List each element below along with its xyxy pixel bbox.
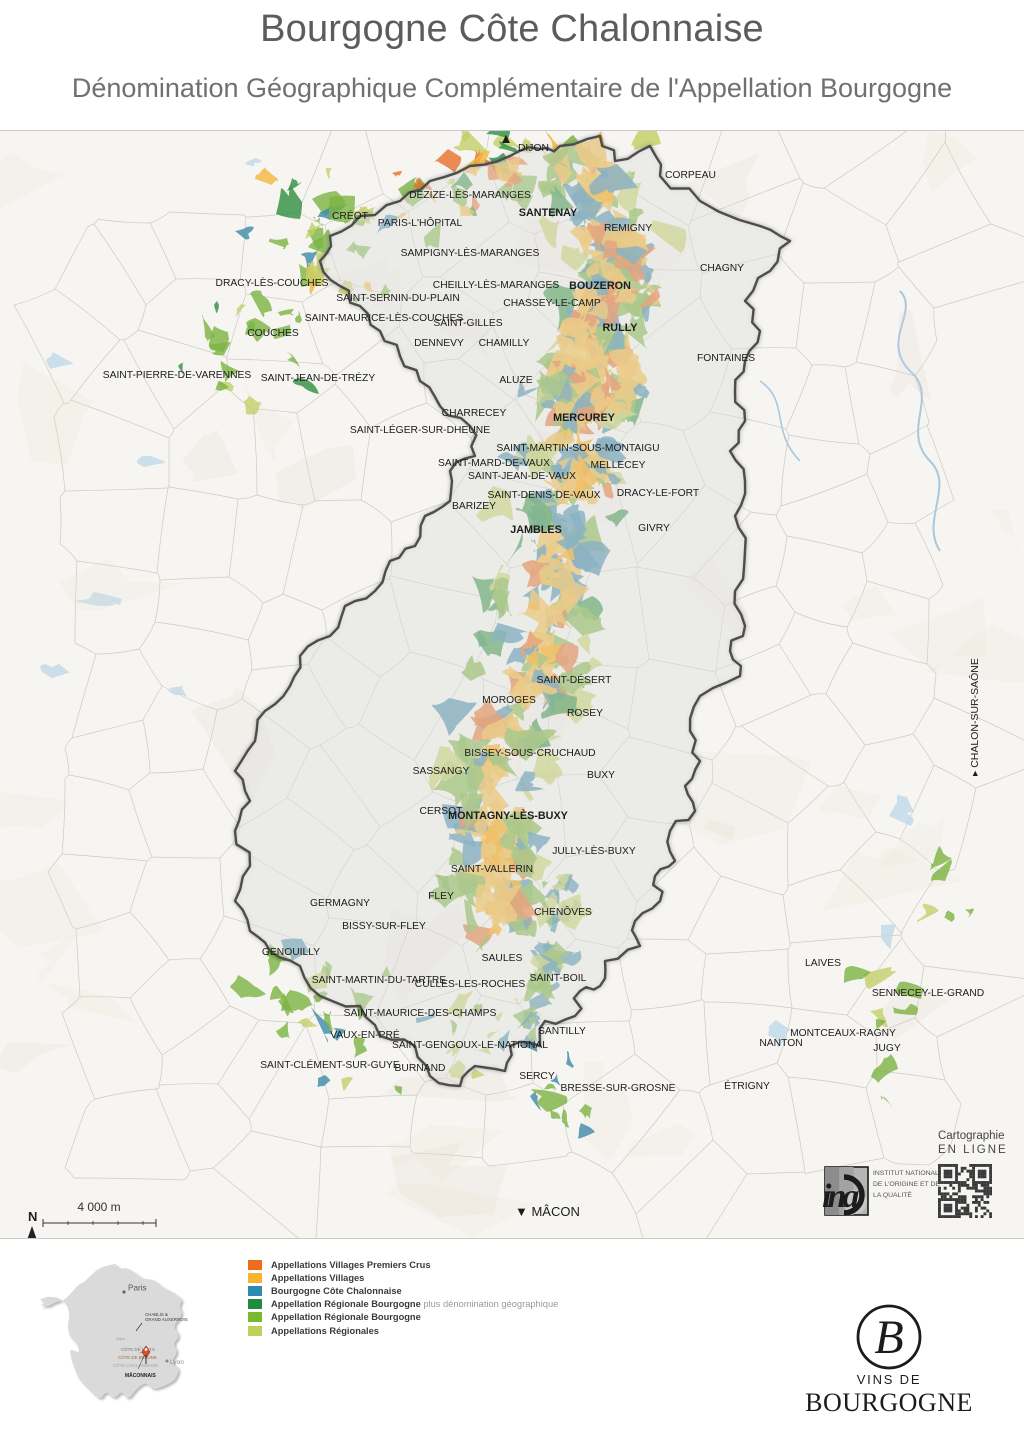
svg-text:JUGY: JUGY — [873, 1043, 901, 1054]
svg-text:CÔTE DE NUITS: CÔTE DE NUITS — [121, 1347, 155, 1352]
svg-text:NANTON: NANTON — [759, 1038, 802, 1049]
svg-text:MERCUREY: MERCUREY — [553, 412, 616, 424]
svg-text:MONTCEAUX-RAGNY: MONTCEAUX-RAGNY — [790, 1028, 896, 1039]
svg-text:DE L'ORIGINE ET DE: DE L'ORIGINE ET DE — [873, 1181, 940, 1188]
svg-text:SAINT-MAURICE-DES-CHAMPS: SAINT-MAURICE-DES-CHAMPS — [344, 1008, 497, 1019]
svg-text:CULLES-LES-ROCHES: CULLES-LES-ROCHES — [415, 979, 526, 990]
svg-text:CHEILLY-LÈS-MARANGES: CHEILLY-LÈS-MARANGES — [433, 278, 560, 291]
svg-text:BOURGOGNE: BOURGOGNE — [805, 1388, 973, 1417]
svg-text:BUXY: BUXY — [587, 770, 615, 781]
svg-text:PARIS-L'HÔPITAL: PARIS-L'HÔPITAL — [378, 216, 463, 229]
svg-text:BISSY-SUR-FLEY: BISSY-SUR-FLEY — [342, 921, 426, 932]
svg-text:SAINT-JEAN-DE-TRÉZY: SAINT-JEAN-DE-TRÉZY — [261, 371, 376, 384]
svg-text:MELLECEY: MELLECEY — [591, 460, 646, 471]
svg-text:SAULES: SAULES — [482, 953, 523, 964]
svg-text:CÔTE DE BEAUNE: CÔTE DE BEAUNE — [118, 1355, 157, 1360]
svg-text:DEZIZE-LÈS-MARANGES: DEZIZE-LÈS-MARANGES — [409, 188, 531, 201]
svg-text:DENNEVY: DENNEVY — [414, 338, 464, 349]
svg-text:SAINT-GENGOUX-LE-NATIONAL: SAINT-GENGOUX-LE-NATIONAL — [392, 1040, 548, 1051]
svg-text:FONTAINES: FONTAINES — [697, 353, 755, 364]
svg-text:CORPEAU: CORPEAU — [665, 170, 716, 181]
svg-text:GIVRY: GIVRY — [638, 523, 670, 534]
svg-text:SERCY: SERCY — [519, 1071, 555, 1082]
svg-text:Paris: Paris — [128, 1284, 147, 1293]
svg-text:FLEY: FLEY — [428, 891, 454, 902]
svg-text:BISSEY-SOUS-CRUCHAUD: BISSEY-SOUS-CRUCHAUD — [464, 748, 595, 759]
svg-text:DRACY-LÈS-COUCHES: DRACY-LÈS-COUCHES — [216, 276, 329, 289]
svg-text:SAINT-MARD-DE-VAUX: SAINT-MARD-DE-VAUX — [438, 458, 550, 469]
svg-text:CÔTE CHALONNAISE: CÔTE CHALONNAISE — [113, 1363, 158, 1368]
svg-text:JULLY-LÈS-BUXY: JULLY-LÈS-BUXY — [552, 844, 636, 857]
svg-text:SANTENAY: SANTENAY — [519, 207, 578, 219]
svg-text:SENNECEY-LE-GRAND: SENNECEY-LE-GRAND — [872, 988, 984, 999]
svg-text:BARIZEY: BARIZEY — [452, 501, 496, 512]
svg-text:VAUX-EN-PRÉ: VAUX-EN-PRÉ — [330, 1028, 400, 1041]
svg-text:SANTILLY: SANTILLY — [538, 1026, 586, 1037]
svg-text:SAINT-DÉSERT: SAINT-DÉSERT — [537, 673, 612, 686]
svg-text:VINS DE: VINS DE — [857, 1372, 922, 1387]
svg-text:ROSEY: ROSEY — [567, 708, 603, 719]
svg-text:SAINT-PIERRE-DE-VARENNES: SAINT-PIERRE-DE-VARENNES — [103, 370, 252, 381]
svg-text:SAINT-LÉGER-SUR-DHEUNE: SAINT-LÉGER-SUR-DHEUNE — [350, 423, 490, 436]
svg-text:SAMPIGNY-LÈS-MARANGES: SAMPIGNY-LÈS-MARANGES — [401, 246, 540, 259]
svg-text:▼ MÂCON: ▼ MÂCON — [515, 1204, 580, 1219]
svg-text:B: B — [874, 1311, 903, 1364]
svg-text:Dijon: Dijon — [116, 1336, 125, 1341]
svg-text:▸ CHALON-SUR-SAÔNE: ▸ CHALON-SUR-SAÔNE — [968, 658, 981, 776]
svg-text:RULLY: RULLY — [603, 322, 639, 334]
svg-text:CHENÔVES: CHENÔVES — [534, 905, 592, 918]
svg-text:ÉTRIGNY: ÉTRIGNY — [724, 1079, 770, 1092]
svg-text:MOROGES: MOROGES — [482, 695, 536, 706]
svg-text:MÂCONNAIS: MÂCONNAIS — [125, 1372, 156, 1379]
svg-text:CHAMILLY: CHAMILLY — [479, 338, 530, 349]
svg-text:JAMBLES: JAMBLES — [510, 524, 562, 536]
svg-text:BRESSE-SUR-GROSNE: BRESSE-SUR-GROSNE — [560, 1083, 675, 1094]
svg-text:CHASSEY-LE-CAMP: CHASSEY-LE-CAMP — [503, 298, 601, 309]
svg-text:SAINT-SERNIN-DU-PLAIN: SAINT-SERNIN-DU-PLAIN — [336, 293, 460, 304]
svg-text:DIJON: DIJON — [518, 143, 549, 154]
svg-text:SAINT-CLÉMENT-SUR-GUYE: SAINT-CLÉMENT-SUR-GUYE — [260, 1058, 400, 1071]
svg-text:COUCHES: COUCHES — [247, 328, 299, 339]
svg-text:INSTITUT NATIONAL: INSTITUT NATIONAL — [873, 1170, 939, 1177]
svg-text:LA QUALITÉ: LA QUALITÉ — [873, 1190, 912, 1199]
svg-text:DRACY-LE-FORT: DRACY-LE-FORT — [617, 488, 700, 499]
svg-text:CHARRECEY: CHARRECEY — [442, 408, 507, 419]
svg-text:SAINT-VALLERIN: SAINT-VALLERIN — [451, 864, 533, 875]
svg-text:Cartographie: Cartographie — [938, 1130, 1004, 1142]
svg-text:GERMAGNY: GERMAGNY — [310, 898, 370, 909]
svg-text:LAIVES: LAIVES — [805, 958, 841, 969]
svg-text:SAINT-GILLES: SAINT-GILLES — [433, 318, 502, 329]
svg-text:Lyon: Lyon — [170, 1359, 184, 1366]
svg-text:N: N — [28, 1209, 37, 1224]
svg-text:GENOUILLY: GENOUILLY — [262, 947, 320, 958]
svg-text:REMIGNY: REMIGNY — [604, 223, 652, 234]
svg-text:CRÉOT: CRÉOT — [332, 209, 369, 222]
svg-text:MONTAGNY-LÈS-BUXY: MONTAGNY-LÈS-BUXY — [448, 809, 569, 822]
svg-text:EN LIGNE: EN LIGNE — [938, 1144, 1008, 1156]
svg-text:4 000 m: 4 000 m — [77, 1200, 120, 1214]
svg-text:BURNAND: BURNAND — [395, 1063, 446, 1074]
svg-text:SASSANGY: SASSANGY — [413, 766, 470, 777]
svg-text:SAINT-DENIS-DE-VAUX: SAINT-DENIS-DE-VAUX — [487, 490, 600, 501]
svg-text:ALUZE: ALUZE — [499, 375, 532, 386]
svg-text:SAINT-BOIL: SAINT-BOIL — [530, 973, 587, 984]
svg-text:BOUZERON: BOUZERON — [569, 280, 631, 292]
svg-text:SAINT-JEAN-DE-VAUX: SAINT-JEAN-DE-VAUX — [468, 471, 576, 482]
svg-text:GRAND AUXERROIS: GRAND AUXERROIS — [145, 1317, 188, 1322]
svg-text:SAINT-MARTIN-SOUS-MONTAIGU: SAINT-MARTIN-SOUS-MONTAIGU — [496, 443, 659, 454]
svg-text:CHAGNY: CHAGNY — [700, 263, 744, 274]
